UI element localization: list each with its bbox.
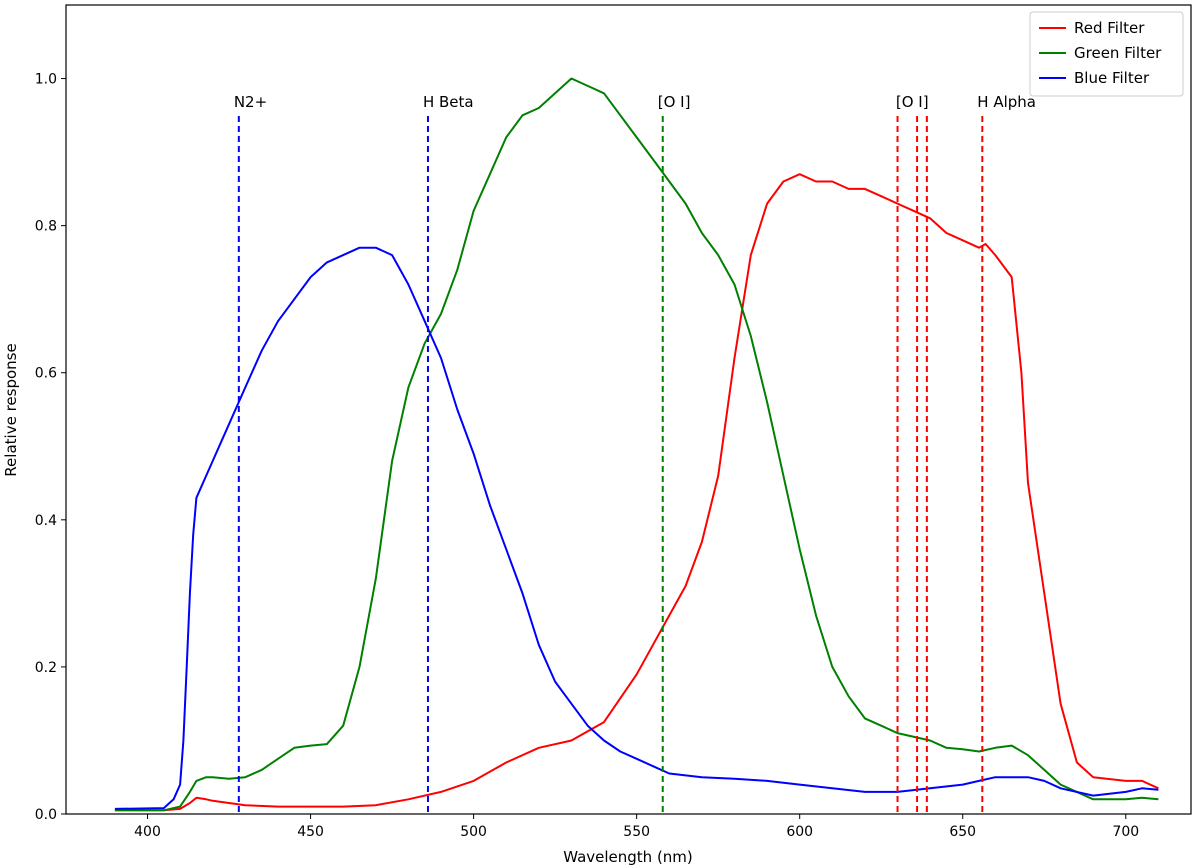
y-axis-label: Relative response [2,343,20,476]
x-tick-label: 650 [949,824,976,840]
y-tick-label: 0.8 [35,219,57,235]
annotation-label: [O I] [658,93,691,111]
x-axis: 400 450 500 550 600 650 700 [134,814,1139,840]
y-tick-label: 1.0 [35,72,57,88]
series-line-green-filter [114,77,1159,812]
x-axis-label: Wavelength (nm) [563,848,693,866]
y-tick-label: 0.6 [35,366,57,382]
series-line-blue-filter [114,246,1159,810]
x-tick-label: 500 [460,824,487,840]
annotation-label: [O I] [896,93,929,111]
y-tick-label: 0.4 [35,513,57,529]
series-line-red-filter [114,173,1159,812]
y-axis: 0.0 0.2 0.4 0.6 0.8 1.0 [35,72,66,823]
y-tick-label: 0.2 [35,660,57,676]
plot-frame [65,4,1192,815]
annotation-layer: N2+ H Beta [O I] [O I] H Alpha [234,93,1036,814]
x-tick-label: 400 [134,824,161,840]
plot-area [114,77,1159,812]
x-tick-label: 700 [1112,824,1139,840]
legend-entry-label: Blue Filter [1074,69,1150,87]
legend: Red Filter Green Filter Blue Filter [1029,11,1184,97]
y-tick-label: 0.0 [35,807,57,823]
x-tick-label: 550 [623,824,650,840]
legend-entry-label: Green Filter [1074,44,1162,62]
x-tick-label: 450 [297,824,324,840]
x-tick-label: 600 [786,824,813,840]
annotation-label: H Beta [423,93,474,111]
legend-box [1029,11,1184,97]
annotation-label: H Alpha [977,93,1036,111]
annotation-label: N2+ [234,93,267,111]
legend-entry-label: Red Filter [1074,19,1145,37]
